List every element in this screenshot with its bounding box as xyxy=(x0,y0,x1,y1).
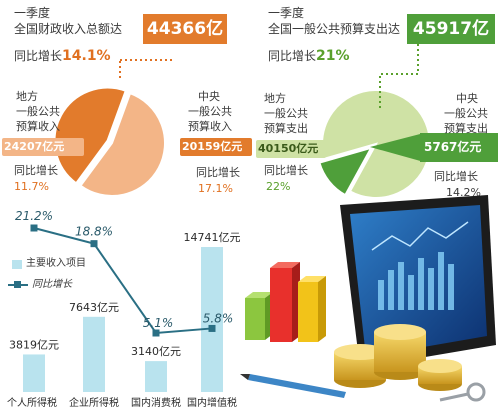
bar-value-label-3: 14741亿元 xyxy=(184,231,241,244)
growth-marker-0 xyxy=(30,224,38,232)
expenditure-central-pointer xyxy=(370,133,424,162)
bar-2 xyxy=(145,361,167,392)
expenditure-connector xyxy=(379,42,419,108)
growth-line-path xyxy=(33,227,213,335)
growth-label-3: 5.8% xyxy=(203,311,234,325)
revenue-total: 44366亿元 xyxy=(146,19,224,69)
expenditure-local-growth: 22% xyxy=(266,180,291,193)
bar-3 xyxy=(201,247,223,392)
revenue-period: 一季度 xyxy=(14,6,51,20)
revenue-central-label-2: 一般公共 xyxy=(188,105,232,118)
key-illustration xyxy=(439,382,486,402)
legend-bar-label: 主要收入项目 xyxy=(26,258,86,269)
expenditure-central-tag xyxy=(420,133,498,162)
revenue-total-box xyxy=(143,14,227,44)
revenue-growth-row: 同比增长14.1% xyxy=(14,48,111,64)
growth-marker-1 xyxy=(90,240,98,248)
growth-marker-3 xyxy=(208,324,216,332)
expenditure-title: 全国一般公共预算支出达 xyxy=(268,22,401,36)
expenditure-local-amount: 40150亿元 xyxy=(258,142,319,155)
revenue-title: 全国财政收入总额达 xyxy=(14,22,123,36)
revenue-central-label-1: 中央 xyxy=(198,90,220,103)
3d-bars-illustration xyxy=(245,262,326,342)
category-label-2: 国内消费税 xyxy=(131,396,181,409)
legend-bar-swatch xyxy=(12,260,22,269)
expenditure-central-label-1: 中央 xyxy=(456,92,478,105)
revenue-central-growth-label: 同比增长 xyxy=(196,166,240,179)
expenditure-total-box xyxy=(407,14,495,44)
bar-1 xyxy=(83,316,105,392)
expenditure-central-growth: 14.2% xyxy=(446,186,481,199)
revenue-local-label-1: 地方 xyxy=(16,90,38,103)
revenue-central-label-3: 预算收入 xyxy=(188,120,232,133)
revenue-central-growth: 17.1% xyxy=(198,182,233,195)
revenue-growth: 14.1% xyxy=(62,48,111,64)
expenditure-growth-label: 同比增长 xyxy=(268,49,317,63)
growth-marker-2 xyxy=(152,329,160,337)
category-label-3: 国内增值税 xyxy=(187,396,237,409)
revenue-growth-label: 同比增长 xyxy=(14,49,63,63)
revenue-pie xyxy=(53,86,166,197)
growth-label-2: 5.1% xyxy=(143,316,174,330)
revenue-pie-slice-1 xyxy=(53,86,128,185)
revenue-central-tag xyxy=(180,138,252,156)
expenditure-pie xyxy=(318,89,431,199)
revenue-local-label-3: 预算收入 xyxy=(16,120,60,133)
revenue-local-growth-label: 同比增长 xyxy=(14,164,58,177)
revenue-local-label-2: 一般公共 xyxy=(16,105,60,118)
growth-line: 21.2% 18.8% 5.1% 5.8% xyxy=(15,209,233,337)
pen-illustration xyxy=(240,374,346,398)
expenditure-local-label-1: 地方 xyxy=(264,92,286,105)
expenditure-central-growth-label: 同比增长 xyxy=(434,170,478,183)
legend-line-marker xyxy=(14,281,21,288)
expenditure-central-amount: 5767亿元 xyxy=(424,140,482,154)
expenditure-local-growth-label: 同比增长 xyxy=(264,164,308,177)
bar-value-label-0: 3819亿元 xyxy=(9,338,59,351)
growth-label-0: 21.2% xyxy=(15,209,53,223)
expenditure-period: 一季度 xyxy=(268,6,305,20)
expenditure-central-label-3: 预算支出 xyxy=(444,122,488,135)
expenditure-local-label-3: 预算支出 xyxy=(264,122,308,135)
expenditure-central-label-2: 一般公共 xyxy=(444,107,488,120)
tablet-illustration xyxy=(340,195,496,368)
revenue-central-amount: 20159亿元 xyxy=(182,140,243,153)
revenue-pie-slice-0 xyxy=(79,91,166,197)
expenditure-local-label-2: 一般公共 xyxy=(264,107,308,120)
bar-0 xyxy=(23,354,45,392)
category-label-0: 个人所得税 xyxy=(7,396,57,409)
growth-label-1: 18.8% xyxy=(75,225,113,239)
revenue-local-amount: 24207亿元 xyxy=(4,140,65,153)
coins-illustration xyxy=(334,324,462,391)
expenditure-local-tag xyxy=(256,140,326,158)
legend-line-label: 同比增长 xyxy=(32,279,72,290)
expenditure-pie-slice-0 xyxy=(321,89,431,199)
expenditure-pie-slice-1 xyxy=(318,146,374,197)
expenditure-growth-row: 同比增长21% xyxy=(268,48,350,64)
revenue-local-growth: 11.7% xyxy=(14,180,49,193)
bar-value-label-2: 3140亿元 xyxy=(131,345,181,358)
expenditure-growth: 21% xyxy=(316,48,350,64)
expenditure-total: 45917亿元 xyxy=(412,19,490,69)
revenue-local-tag xyxy=(2,138,84,156)
bar-value-label-1: 7643亿元 xyxy=(69,301,119,314)
category-label-1: 企业所得税 xyxy=(69,396,119,409)
